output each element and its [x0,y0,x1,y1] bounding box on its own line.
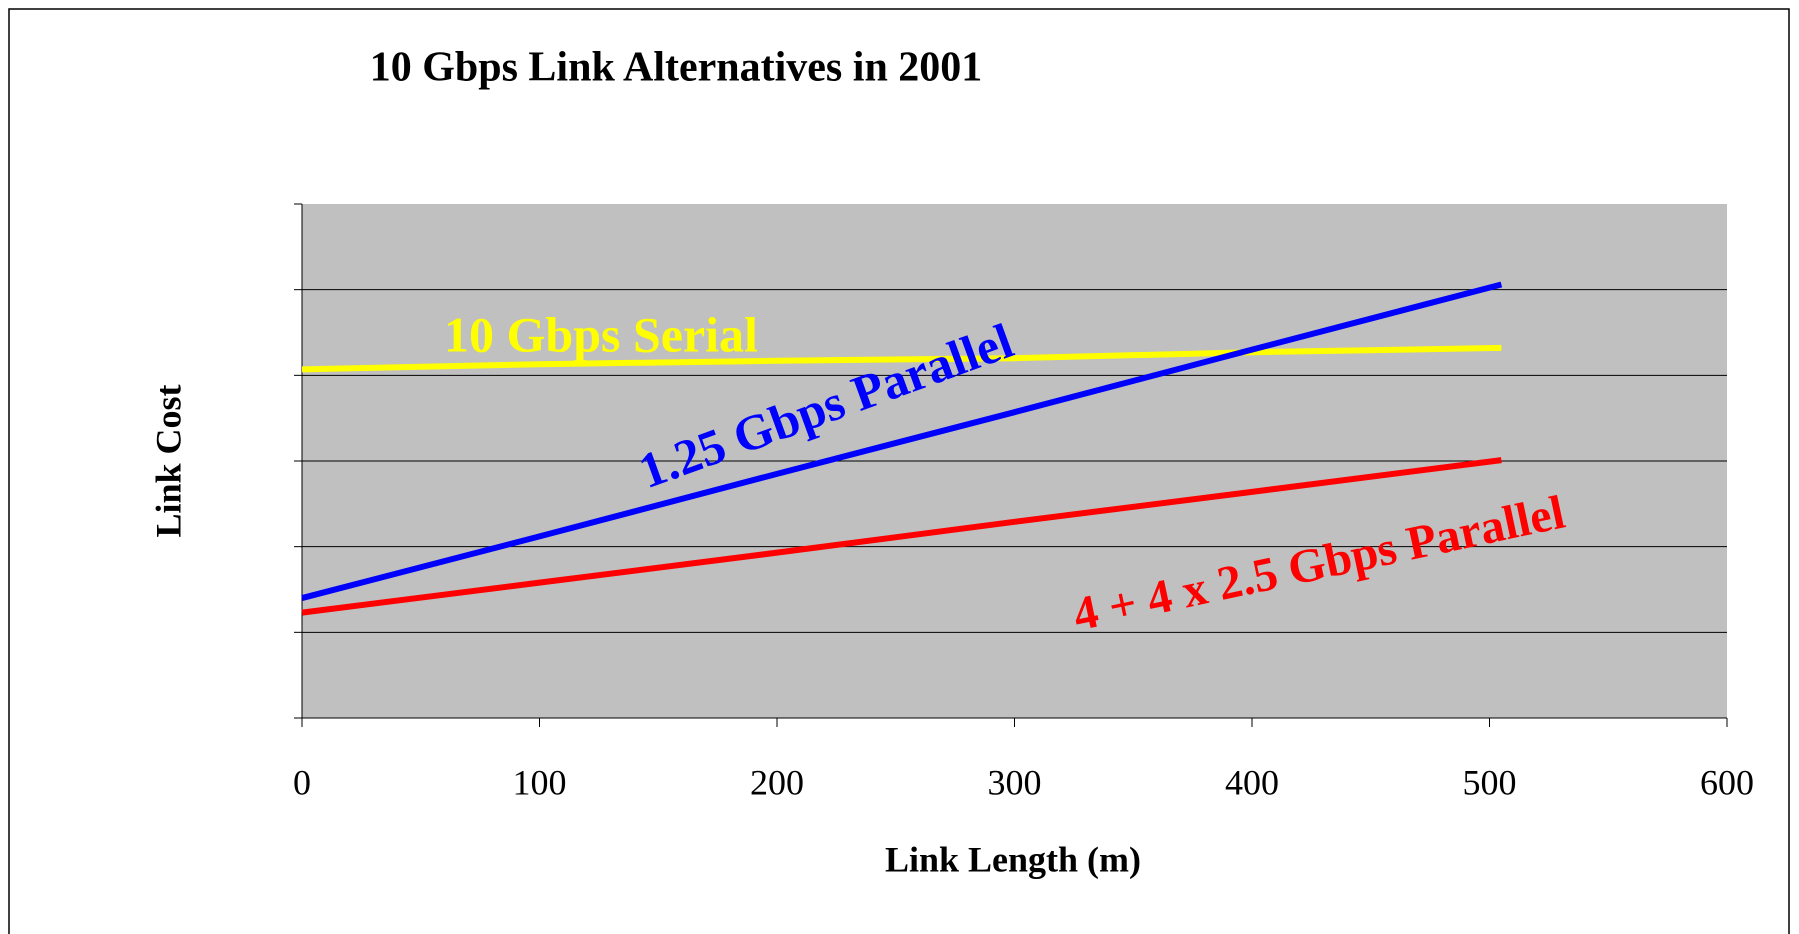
series-label: 10 Gbps Serial [444,306,758,362]
series-line [301,344,1502,373]
y-axis-label: Link Cost [148,384,188,537]
x-tick-label: 300 [988,762,1042,802]
series-line [301,281,1503,601]
x-axis-label: Link Length (m) [885,839,1141,879]
x-tick-label: 400 [1225,762,1279,802]
x-tick-label: 600 [1700,762,1754,802]
series-line [301,457,1502,616]
x-tick-label: 0 [293,762,311,802]
x-tick-label: 100 [513,762,567,802]
x-tick-label: 200 [750,762,804,802]
chart-title: 10 Gbps Link Alternatives in 2001 [370,45,983,91]
x-tick-label: 500 [1463,762,1517,802]
